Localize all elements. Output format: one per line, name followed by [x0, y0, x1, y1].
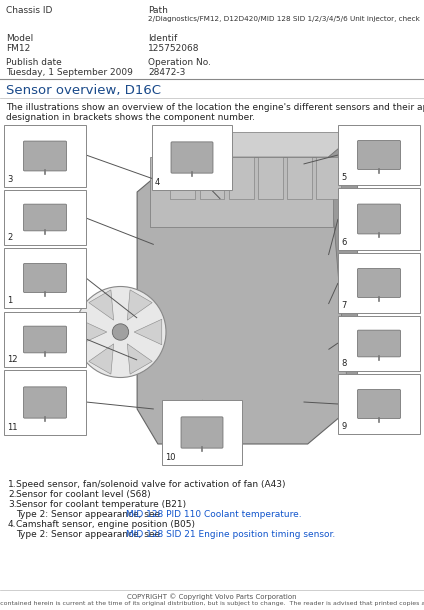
Text: 1: 1: [7, 296, 12, 305]
Text: 1.: 1.: [8, 480, 17, 489]
Text: Sensor for coolant temperature (B21): Sensor for coolant temperature (B21): [16, 500, 186, 509]
Bar: [4, 125, 86, 187]
Text: Sensor for coolant level (S68): Sensor for coolant level (S68): [16, 490, 151, 499]
FancyBboxPatch shape: [23, 204, 67, 231]
Polygon shape: [179, 132, 357, 157]
FancyBboxPatch shape: [357, 330, 401, 357]
Text: Tuesday, 1 September 2009: Tuesday, 1 September 2009: [6, 68, 133, 77]
Text: 7: 7: [341, 301, 346, 310]
Text: Sensor overview, D16C: Sensor overview, D16C: [6, 84, 161, 97]
Bar: [338, 125, 420, 185]
Text: Publish date: Publish date: [6, 58, 62, 67]
Bar: [4, 312, 86, 367]
Text: Operation No.: Operation No.: [148, 58, 211, 67]
Text: Camshaft sensor, engine position (B05): Camshaft sensor, engine position (B05): [16, 520, 195, 529]
Text: 5: 5: [341, 173, 346, 182]
Text: 2/Diagnostics/FM12, D12D420/MID 128 SID 1/2/3/4/5/6 Unit injector, check: 2/Diagnostics/FM12, D12D420/MID 128 SID …: [148, 16, 420, 22]
Text: 8: 8: [341, 359, 346, 368]
Bar: [338, 188, 420, 250]
FancyBboxPatch shape: [357, 390, 401, 418]
Text: The information contained herein is current at the time of its original distribu: The information contained herein is curr…: [0, 601, 424, 606]
Circle shape: [75, 287, 166, 378]
Text: 6: 6: [341, 238, 346, 247]
FancyBboxPatch shape: [23, 326, 67, 353]
FancyBboxPatch shape: [357, 204, 401, 234]
Bar: [229, 157, 254, 199]
Bar: [316, 157, 341, 199]
Text: 11: 11: [7, 423, 17, 432]
Text: 2: 2: [7, 233, 12, 242]
Bar: [162, 400, 242, 465]
Text: MID 128 PID 110 Coolant temperature.: MID 128 PID 110 Coolant temperature.: [126, 510, 301, 519]
FancyBboxPatch shape: [181, 417, 223, 448]
Polygon shape: [329, 132, 357, 409]
Bar: [4, 370, 86, 435]
Text: 3.: 3.: [8, 500, 17, 509]
Text: Type 2: Sensor appearance, see: Type 2: Sensor appearance, see: [16, 510, 163, 519]
Polygon shape: [127, 290, 152, 320]
Text: Identif: Identif: [148, 34, 177, 43]
Text: designation in brackets shows the component number.: designation in brackets shows the compon…: [6, 113, 255, 122]
Text: 125752068: 125752068: [148, 44, 200, 53]
Bar: [338, 253, 420, 313]
Polygon shape: [127, 344, 152, 374]
FancyBboxPatch shape: [357, 268, 401, 298]
Bar: [4, 190, 86, 245]
FancyBboxPatch shape: [23, 264, 67, 293]
Bar: [4, 122, 420, 472]
Text: Path: Path: [148, 6, 168, 15]
Text: 3: 3: [7, 175, 12, 184]
FancyBboxPatch shape: [357, 140, 401, 170]
Text: Model: Model: [6, 34, 33, 43]
FancyBboxPatch shape: [171, 142, 213, 173]
Bar: [4, 248, 86, 308]
Circle shape: [112, 324, 128, 340]
Text: The illustrations show an overview of the location the engine's different sensor: The illustrations show an overview of th…: [6, 103, 424, 112]
Polygon shape: [134, 319, 162, 345]
Bar: [338, 374, 420, 434]
Text: 4: 4: [155, 178, 160, 187]
Bar: [287, 157, 312, 199]
Text: MID 128 SID 21 Engine position timing sensor.: MID 128 SID 21 Engine position timing se…: [126, 530, 335, 539]
Bar: [338, 316, 420, 371]
Text: 28472-3: 28472-3: [148, 68, 185, 77]
Text: Speed sensor, fan/solenoid valve for activation of fan (A43): Speed sensor, fan/solenoid valve for act…: [16, 480, 285, 489]
Bar: [200, 157, 224, 199]
Text: 10: 10: [165, 453, 176, 462]
Text: 2.: 2.: [8, 490, 17, 499]
FancyBboxPatch shape: [23, 141, 67, 171]
FancyBboxPatch shape: [23, 387, 67, 418]
Text: COPYRIGHT © Copyright Volvo Parts Corporation: COPYRIGHT © Copyright Volvo Parts Corpor…: [127, 593, 297, 600]
Text: 9: 9: [341, 422, 346, 431]
Bar: [152, 125, 232, 190]
Polygon shape: [89, 290, 114, 320]
Polygon shape: [137, 157, 349, 444]
Text: 4.: 4.: [8, 520, 17, 529]
Polygon shape: [89, 344, 114, 374]
Text: 12: 12: [7, 355, 17, 364]
Text: Chassis ID: Chassis ID: [6, 6, 53, 15]
Bar: [150, 157, 333, 227]
Polygon shape: [79, 319, 107, 345]
Bar: [258, 157, 283, 199]
Text: FM12: FM12: [6, 44, 30, 53]
Bar: [170, 157, 195, 199]
Text: Type 2: Sensor appearance, see: Type 2: Sensor appearance, see: [16, 530, 163, 539]
